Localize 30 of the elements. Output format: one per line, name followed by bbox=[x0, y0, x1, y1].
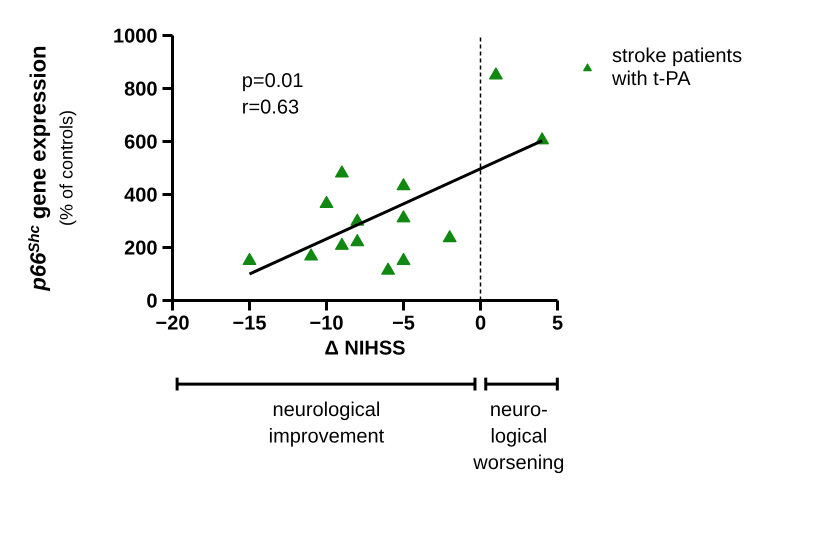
point bbox=[334, 238, 349, 250]
legend-label: stroke patients with t-PA bbox=[612, 45, 744, 91]
point bbox=[488, 67, 503, 80]
x-tick-label: −15 bbox=[232, 312, 266, 334]
text: neurological improvement bbox=[268, 399, 385, 448]
y-tick-label: 600 bbox=[124, 132, 158, 154]
x-axis-title: Δ NIHSS bbox=[324, 338, 406, 360]
point bbox=[442, 230, 457, 242]
x-tick-label: −5 bbox=[392, 312, 415, 334]
point bbox=[396, 178, 410, 190]
text: neuro- logical worsening bbox=[472, 399, 564, 474]
point bbox=[381, 262, 396, 275]
x-tick-label: −20 bbox=[156, 312, 190, 334]
point bbox=[350, 234, 364, 246]
y-tick-label: 200 bbox=[124, 238, 158, 260]
y-tick-label: 1000 bbox=[113, 26, 158, 48]
y-tick-label: 0 bbox=[146, 290, 158, 312]
x-tick-label: 5 bbox=[552, 312, 564, 334]
point bbox=[304, 248, 318, 260]
point bbox=[396, 210, 410, 222]
point bbox=[334, 165, 349, 178]
point bbox=[320, 196, 334, 208]
annotation: p=0.01 r=0.63 bbox=[242, 70, 304, 118]
y-tick-label: 800 bbox=[124, 78, 158, 100]
y-tick-label: 400 bbox=[124, 184, 158, 206]
point bbox=[242, 252, 256, 266]
y-axis-title: p66Shc gene expression (% of controls) bbox=[26, 46, 76, 292]
x-tick-label: −10 bbox=[310, 312, 344, 334]
x-tick-label: 0 bbox=[474, 312, 486, 334]
point bbox=[396, 252, 410, 266]
